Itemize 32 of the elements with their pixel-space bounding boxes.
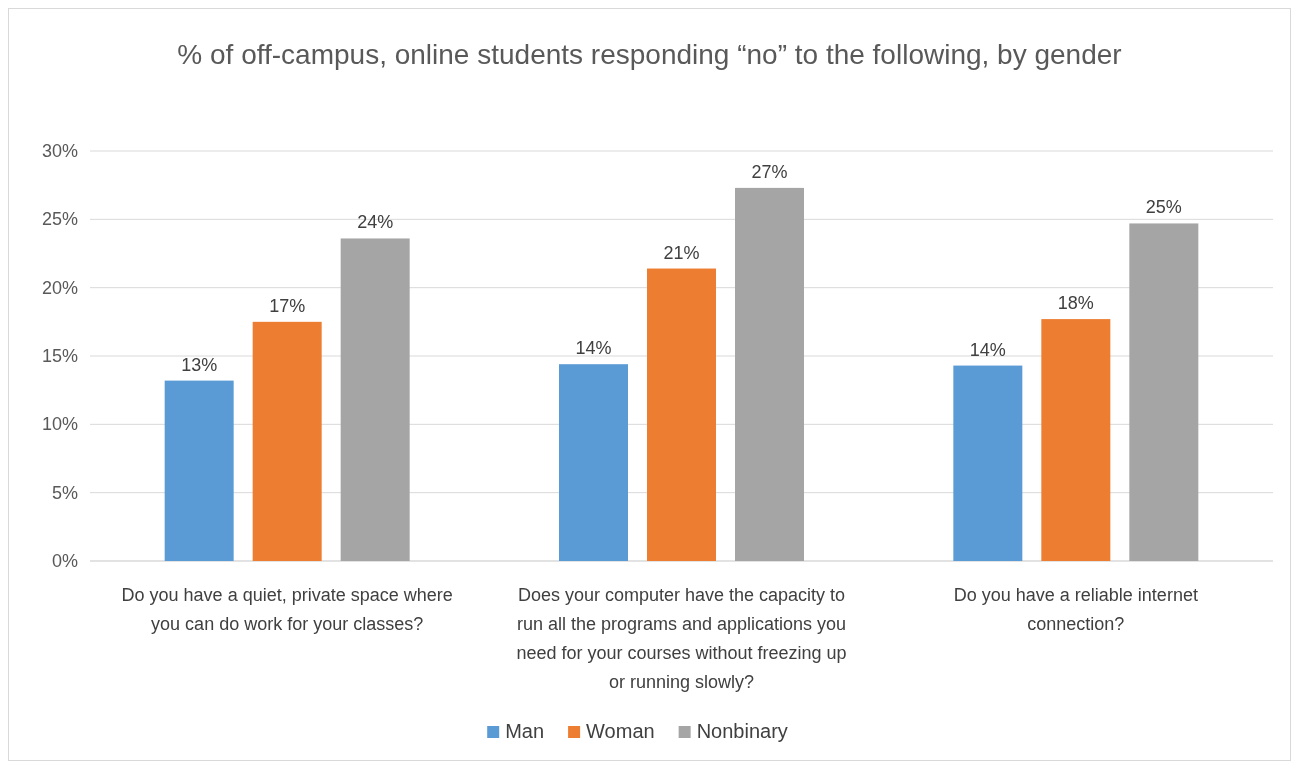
y-tick-label: 10% [41,414,78,435]
x-tick-label: Do you have a reliable internet connection? [953,585,1198,634]
data-label: 27% [751,161,788,182]
y-tick-label: 30% [41,141,78,161]
bar [164,380,234,561]
legend-label: Nonbinary [696,720,788,742]
data-label: 21% [663,242,700,263]
bar [953,365,1023,561]
bar [1041,319,1111,561]
data-label: 14% [575,338,612,359]
data-label: 25% [1145,197,1182,218]
legend-label: Man [505,720,545,742]
data-label: 14% [969,339,1006,360]
bar [1129,223,1199,561]
data-label: 18% [1057,293,1094,314]
y-tick-label: 15% [41,346,78,366]
bar [340,238,410,561]
y-tick-label: 0% [51,551,78,571]
x-tick-label: Do you have a quiet, private space where you can do work for your classes? [121,585,453,634]
data-label: 13% [181,354,218,375]
y-tick-label: 5% [51,482,78,503]
y-tick-label: 20% [41,277,78,298]
bar [252,321,322,561]
y-tick-label: 25% [41,209,78,230]
legend-label: Woman [586,720,655,742]
bar [647,268,716,561]
x-tick-label: Does your computer have the capacity to run all the programs and applications you need for your courses without freezing up or running slowly? [516,585,847,692]
data-label: 17% [269,295,306,316]
chart-title: % of off-campus, online students responding “no” to the following, by gender [177,39,1122,70]
data-label: 24% [357,212,394,233]
bar [559,364,628,561]
bar [735,187,804,561]
